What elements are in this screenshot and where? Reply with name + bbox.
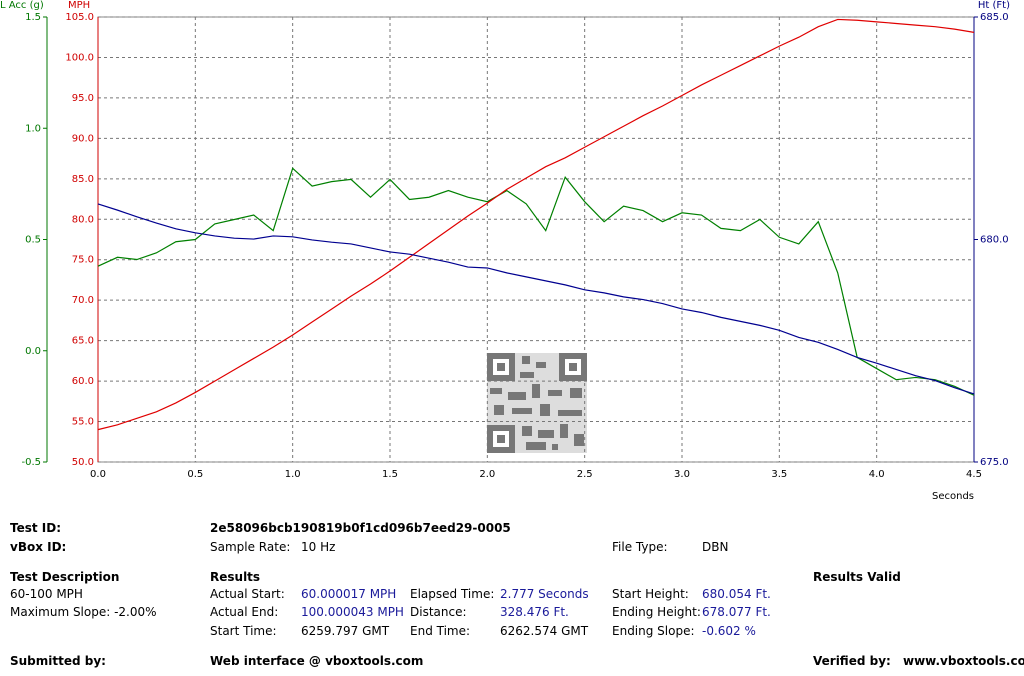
value: 678.077 Ft. — [702, 605, 771, 619]
value: 2.777 Seconds — [500, 587, 589, 601]
label: Actual Start: — [210, 587, 285, 601]
label: Start Height: — [612, 587, 689, 601]
value: Web interface @ vboxtools.com — [210, 654, 424, 668]
y-tick-label: 60.0 — [72, 376, 94, 387]
y2-tick-label: 1.5 — [25, 12, 41, 23]
qr-code — [487, 353, 587, 453]
y-tick-label: 85.0 — [72, 174, 94, 185]
heading: Results — [210, 570, 261, 584]
label: Distance: — [410, 605, 467, 619]
series-line — [97, 18, 975, 431]
value: 100.000043 MPH — [301, 605, 404, 619]
y2-tick-label: 1.0 — [25, 123, 41, 134]
value: 680.054 Ft. — [702, 587, 771, 601]
label: Verified by: — [813, 654, 891, 668]
series-line — [97, 203, 975, 395]
y3-tick-label: 685.0 — [980, 12, 1009, 23]
label: Test ID: — [10, 521, 62, 535]
x-tick-label: 4.0 — [869, 469, 885, 480]
x-axis-title: Seconds — [932, 491, 974, 502]
y-tick-label: 90.0 — [72, 133, 94, 144]
label: vBox ID: — [10, 540, 67, 554]
heading: Test Description — [10, 570, 120, 584]
y-axis-title: MPH — [68, 0, 90, 11]
label: Actual End: — [210, 605, 279, 619]
value: 6259.797 GMT — [301, 624, 390, 638]
x-tick-label: 3.5 — [771, 469, 787, 480]
y-tick-label: 65.0 — [72, 336, 94, 347]
y-tick-label: 100.0 — [65, 52, 94, 63]
x-tick-label: 1.5 — [382, 469, 398, 480]
value: Maximum Slope: -2.00% — [10, 605, 157, 619]
y-tick-label: 105.0 — [65, 12, 94, 23]
label: End Time: — [410, 624, 471, 638]
y2-tick-label: 0.0 — [25, 346, 41, 357]
y-tick-label: 75.0 — [72, 255, 94, 266]
y3-tick-label: 675.0 — [980, 457, 1009, 468]
y-tick-label: 55.0 — [72, 417, 94, 428]
x-tick-label: 2.0 — [479, 469, 495, 480]
label: Start Time: — [210, 624, 277, 638]
value: DBN — [702, 540, 729, 554]
label: File Type: — [612, 540, 668, 554]
series-line — [97, 167, 975, 396]
label: Submitted by: — [10, 654, 106, 668]
y-tick-label: 70.0 — [72, 295, 94, 306]
value: 328.476 Ft. — [500, 605, 569, 619]
label: Elapsed Time: — [410, 587, 495, 601]
heading: Results Valid — [813, 570, 901, 584]
y2-tick-label: -0.5 — [21, 457, 41, 468]
y3-axis-title: Ht (Ft) — [978, 0, 1010, 11]
value: -0.602 % — [702, 624, 756, 638]
value: www.vboxtools.com — [903, 654, 1024, 668]
chart: 0.0 0.5 1.0 1.5 2.0 2.5 3.0 3.5 4.0 4.5 Seconds 50.… — [0, 0, 1010, 502]
x-tick-label: 3.0 — [674, 469, 690, 480]
value: 2e58096bcb190819b0f1cd096b7eed29-0005 — [210, 521, 511, 535]
y2-tick-label: 0.5 — [25, 235, 41, 246]
x-tick-label: 1.0 — [285, 469, 301, 480]
value: 60.000017 MPH — [301, 587, 397, 601]
label: Sample Rate: — [210, 540, 291, 554]
y-tick-label: 50.0 — [72, 457, 94, 468]
label: Ending Slope: — [612, 624, 695, 638]
y-tick-label: 80.0 — [72, 214, 94, 225]
y3-tick-label: 680.0 — [980, 235, 1009, 246]
x-tick-label: 0.0 — [90, 469, 106, 480]
x-tick-label: 4.5 — [966, 469, 982, 480]
y-tick-label: 95.0 — [72, 93, 94, 104]
y2-axis-title: L Acc (g) — [0, 0, 44, 11]
x-tick-label: 0.5 — [187, 469, 203, 480]
label: Ending Height: — [612, 605, 701, 619]
value: 6262.574 GMT — [500, 624, 589, 638]
value: 60-100 MPH — [10, 587, 83, 601]
x-tick-label: 2.5 — [577, 469, 593, 480]
value: 10 Hz — [301, 540, 336, 554]
